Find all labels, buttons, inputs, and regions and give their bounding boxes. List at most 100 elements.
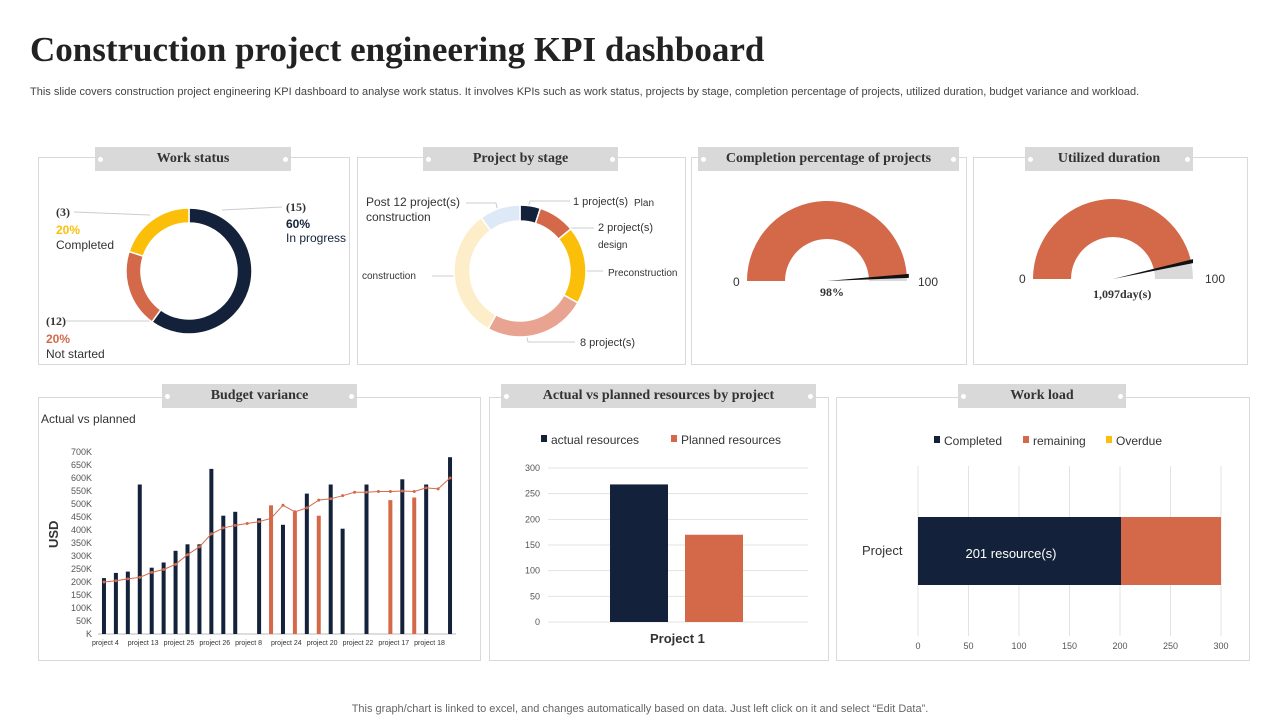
budget-bar <box>388 500 393 634</box>
completion-value: 98% <box>820 285 844 299</box>
resources-y-tick: 150 <box>525 540 540 550</box>
resources-y-tick: 50 <box>530 591 540 601</box>
eight-projects-label: 8 project(s) <box>580 337 635 349</box>
budget-bar <box>304 493 309 634</box>
budget-x-tick: project 24 <box>271 640 302 647</box>
budget-y-tick: K <box>86 629 92 639</box>
legend-actual-swatch <box>541 435 547 442</box>
budget-bar <box>125 571 130 634</box>
utilized-min: 0 <box>1019 272 1026 286</box>
budget-planned-point <box>436 487 440 491</box>
budget-planned-point <box>197 545 201 549</box>
budget-planned-point <box>174 562 178 566</box>
completion-min: 0 <box>733 275 740 289</box>
budget-planned-point <box>162 568 166 572</box>
resources-y-tick: 300 <box>525 463 540 473</box>
budget-planned-point <box>257 520 261 524</box>
completion-max: 100 <box>918 275 938 289</box>
resources-category: Project 1 <box>650 631 705 646</box>
budget-x-tick: project 13 <box>128 640 159 647</box>
project-stage-slice-3 <box>487 294 579 338</box>
budget-bar <box>101 578 106 634</box>
budget-planned-point <box>388 490 392 494</box>
budget-bar <box>173 550 178 634</box>
project-stage-slice-2 <box>557 227 587 304</box>
budget-x-tick: project 4 <box>92 640 119 647</box>
budget-planned-point <box>233 523 237 527</box>
budget-y-tick: 300K <box>71 551 92 561</box>
resources-y-tick: 200 <box>525 514 540 524</box>
not-started-label: Not started <box>46 347 105 361</box>
budget-planned-point <box>424 486 428 490</box>
legend-completed-label: Completed <box>944 434 1002 448</box>
budget-planned-point <box>293 510 297 514</box>
workload-bar-1 <box>1121 517 1221 585</box>
budget-bar <box>113 572 118 634</box>
budget-y-tick: 650K <box>71 460 92 470</box>
budget-bar <box>221 515 226 634</box>
budget-bar <box>364 484 369 634</box>
not-started-count: (12) <box>46 314 66 328</box>
budget-y-tick: 550K <box>71 486 92 496</box>
budget-bar <box>328 484 333 634</box>
budget-x-tick: project 26 <box>199 640 230 647</box>
budget-bar <box>400 479 405 634</box>
budget-x-tick: project 25 <box>164 640 195 647</box>
budget-planned-point <box>341 494 345 498</box>
budget-y-tick: 450K <box>71 512 92 522</box>
budget-bar <box>233 511 238 634</box>
budget-y-tick: 400K <box>71 525 92 535</box>
work-status-header: Work status <box>95 147 291 171</box>
budget-planned-point <box>412 490 416 494</box>
legend-overdue-swatch <box>1106 436 1112 443</box>
work-status-slice-2 <box>128 207 190 258</box>
completion-fill <box>747 200 907 281</box>
page-title: Construction project engineering KPI das… <box>30 30 765 69</box>
budget-bar <box>340 528 345 634</box>
budget-x-tick: project 20 <box>307 640 338 647</box>
budget-y-tick: 50K <box>76 616 92 626</box>
budget-legend-text: Actual vs planned <box>41 412 136 426</box>
resources-y-tick: 0 <box>535 617 540 627</box>
workload-x-tick: 50 <box>963 641 973 651</box>
utilized-needle <box>1113 259 1194 279</box>
budget-planned-point <box>102 580 106 584</box>
budget-planned-point <box>365 490 368 494</box>
budget-y-tick: 500K <box>71 499 92 509</box>
project-stage-slice-4 <box>453 216 497 330</box>
post-construction-count: Post 12 project(s) <box>366 195 460 209</box>
budget-bar <box>448 457 453 634</box>
budget-bar <box>412 497 417 634</box>
budget-planned-point <box>376 490 380 494</box>
work-status-slice-1 <box>125 250 162 324</box>
plan-label: Plan <box>634 198 654 209</box>
utilized-value: 1,097day(s) <box>1093 287 1151 301</box>
budget-planned-point <box>114 579 118 583</box>
budget-bar <box>137 484 142 634</box>
utilized-header: Utilized duration <box>1025 147 1193 171</box>
budget-bar <box>280 524 285 634</box>
budget-bar <box>424 484 429 634</box>
budget-y-tick: 150K <box>71 590 92 600</box>
budget-planned-point <box>138 575 142 579</box>
footer-note: This graph/chart is linked to excel, and… <box>351 703 929 715</box>
budget-planned-point <box>245 522 249 525</box>
budget-planned-point <box>448 476 452 480</box>
budget-bar <box>316 515 321 634</box>
workload-bar-0 <box>918 517 1122 585</box>
workload-x-tick: 300 <box>1213 641 1228 651</box>
utilized-max: 100 <box>1205 272 1225 286</box>
not-started-percent: 20% <box>46 332 70 346</box>
preconstruction-label: Preconstruction <box>608 268 677 279</box>
budget-bar <box>209 468 214 634</box>
budget-bar <box>292 511 297 634</box>
in-progress-count: (15) <box>286 200 306 214</box>
budget-y-tick: 100K <box>71 603 92 613</box>
legend-planned-label: Planned resources <box>681 433 781 447</box>
workload-x-tick: 100 <box>1011 641 1026 651</box>
budget-planned-point <box>269 516 273 520</box>
workload-header: Work load <box>958 384 1126 408</box>
budget-planned-point <box>221 526 225 530</box>
budget-planned-point <box>150 570 154 574</box>
